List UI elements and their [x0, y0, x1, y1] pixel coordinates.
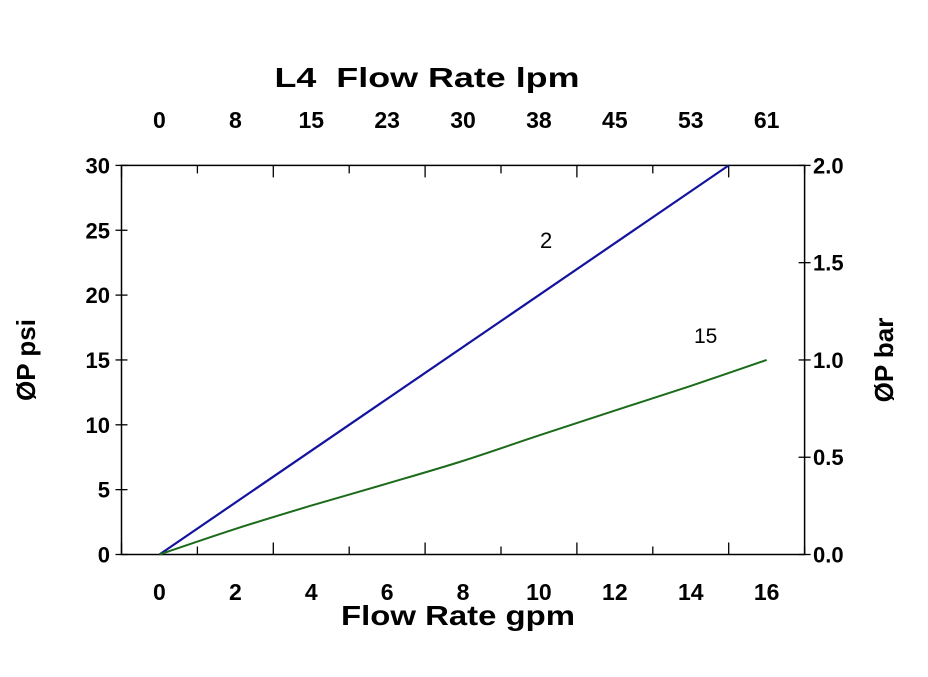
svg-text:8: 8: [229, 107, 242, 133]
svg-text:53: 53: [678, 107, 704, 133]
svg-text:38: 38: [526, 107, 552, 133]
svg-text:4: 4: [305, 579, 318, 605]
svg-text:2: 2: [540, 228, 552, 253]
svg-text:0: 0: [153, 579, 166, 605]
svg-text:23: 23: [374, 107, 400, 133]
svg-text:Flow Rate gpm: Flow Rate gpm: [341, 600, 575, 631]
svg-text:2: 2: [229, 579, 242, 605]
svg-text:14: 14: [678, 579, 704, 605]
svg-text:ØP psi: ØP psi: [11, 319, 41, 401]
svg-text:10: 10: [86, 413, 110, 438]
svg-text:0: 0: [98, 543, 110, 568]
svg-text:5: 5: [98, 478, 110, 503]
svg-text:1.5: 1.5: [813, 251, 844, 276]
svg-text:12: 12: [602, 579, 628, 605]
svg-text:0.5: 0.5: [813, 445, 844, 470]
svg-text:0: 0: [153, 107, 166, 133]
svg-text:0.0: 0.0: [813, 543, 844, 568]
svg-text:45: 45: [602, 107, 628, 133]
svg-text:L4 Flow Rate lpm: L4 Flow Rate lpm: [275, 62, 580, 93]
svg-text:61: 61: [754, 107, 780, 133]
svg-text:30: 30: [450, 107, 476, 133]
svg-text:15: 15: [86, 348, 110, 373]
svg-text:20: 20: [86, 283, 110, 308]
svg-text:2.0: 2.0: [813, 153, 844, 178]
svg-text:15: 15: [298, 107, 324, 133]
svg-text:16: 16: [754, 579, 780, 605]
svg-text:ØP bar: ØP bar: [869, 318, 899, 403]
svg-text:15: 15: [694, 325, 717, 348]
svg-text:25: 25: [86, 218, 110, 243]
svg-text:1.0: 1.0: [813, 348, 844, 373]
svg-text:30: 30: [86, 153, 110, 178]
